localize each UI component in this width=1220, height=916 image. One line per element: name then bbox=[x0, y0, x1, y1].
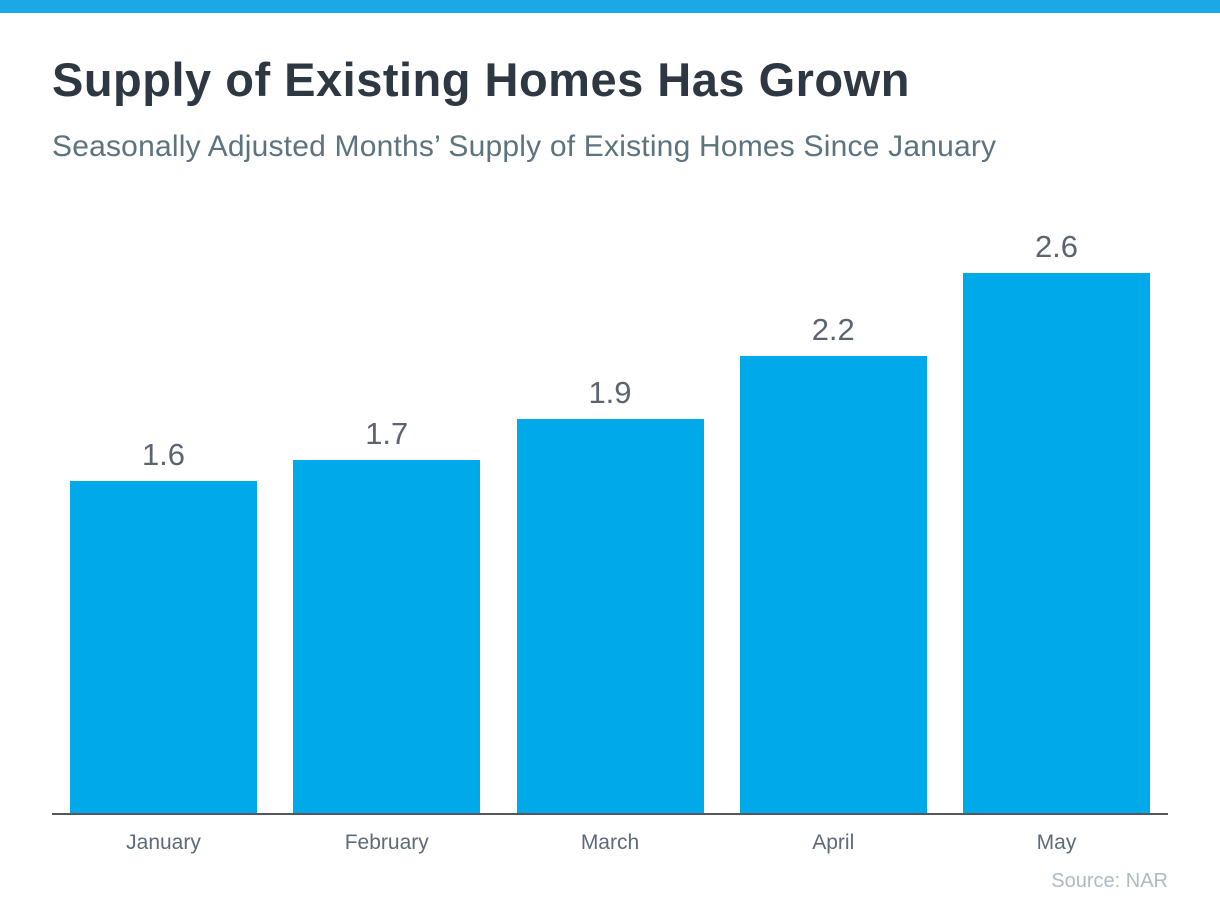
x-axis-label-may: May bbox=[1036, 831, 1077, 854]
bar-value-label: 1.6 bbox=[141, 437, 186, 472]
x-axis-label-january: January bbox=[126, 831, 201, 854]
bar-value-label: 1.9 bbox=[588, 375, 632, 410]
source-attribution: Source: NAR bbox=[1051, 870, 1168, 892]
brand-top-strip bbox=[0, 0, 1220, 13]
x-axis-label-march: March bbox=[580, 831, 640, 854]
x-axis-label-february: February bbox=[344, 831, 429, 854]
x-axis-label-april: April bbox=[812, 831, 855, 854]
chart-subtitle: Seasonally Adjusted Months’ Supply of Ex… bbox=[52, 130, 997, 163]
bar-march bbox=[516, 419, 704, 814]
bar-february bbox=[293, 460, 481, 814]
x-axis-line bbox=[52, 813, 1168, 815]
bar-value-label: 2.6 bbox=[1034, 229, 1079, 264]
bar-value-label: 2.2 bbox=[811, 312, 855, 347]
bar-value-label: 1.7 bbox=[365, 416, 409, 451]
chart-title: Supply of Existing Homes Has Grown bbox=[52, 53, 910, 106]
bar-january bbox=[70, 481, 257, 814]
bar-april bbox=[739, 356, 927, 814]
bar-may bbox=[963, 273, 1150, 814]
